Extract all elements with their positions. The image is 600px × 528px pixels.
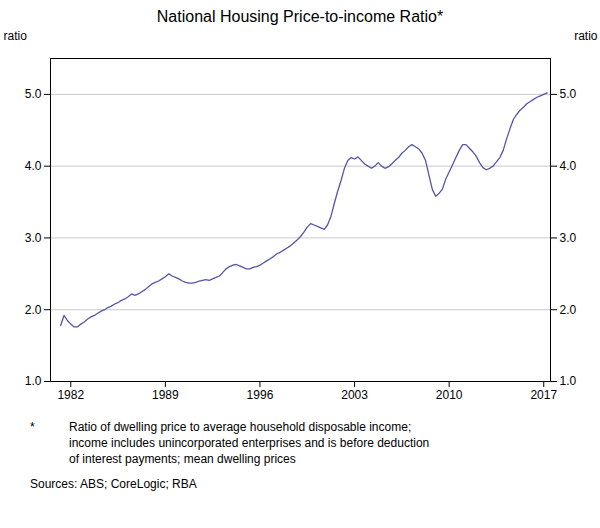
svg-text:2010: 2010 [436,388,463,402]
html-text:Ratio of dwelling price to ave: Ratio of dwelling price to average house… [69,420,430,467]
svg-text:2003: 2003 [341,388,368,402]
svg-text:2.0: 2.0 [25,303,42,317]
svg-text:1989: 1989 [152,388,179,402]
svg-text:1.0: 1.0 [25,374,42,388]
svg-text:1.0: 1.0 [560,374,577,388]
svg-text:4.0: 4.0 [25,159,42,173]
svg-text:4.0: 4.0 [560,159,577,173]
html-text:Sources: ABS; CoreLogic; RBA: Sources: ABS; CoreLogic; RBA [30,476,197,491]
svg-text:5.0: 5.0 [25,87,42,101]
svg-text:2.0: 2.0 [560,303,577,317]
svg-text:2017: 2017 [530,388,557,402]
svg-text:1996: 1996 [247,388,274,402]
svg-text:1982: 1982 [57,388,84,402]
svg-text:3.0: 3.0 [560,231,577,245]
svg-text:ratio: ratio [574,29,598,43]
svg-text:ratio: ratio [4,29,28,43]
html-text:National Housing Price-to-inco: National Housing Price-to-income Ratio* [156,8,444,25]
svg-text:3.0: 3.0 [25,231,42,245]
svg-text:5.0: 5.0 [560,87,577,101]
